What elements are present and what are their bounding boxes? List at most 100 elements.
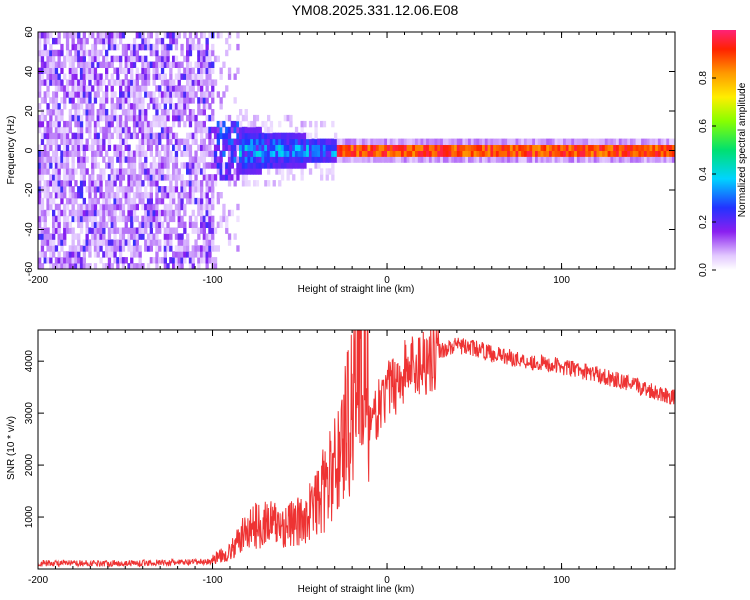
spectrogram-cell [82, 203, 86, 211]
spectrogram-cell [146, 233, 151, 240]
spectrogram-cell [459, 156, 463, 163]
spectrogram-cell [46, 227, 50, 234]
spectrogram-cell [152, 49, 156, 57]
spectrogram-cell [158, 257, 162, 264]
y-tick-label: 4000 [24, 350, 35, 373]
spectrogram-cell [116, 67, 120, 74]
spectrogram-cell [163, 263, 167, 269]
spectrogram-cell [65, 132, 70, 140]
spectrogram-cell [197, 97, 201, 104]
spectrogram-cell [63, 192, 67, 199]
spectrogram-cell [183, 192, 187, 199]
spectrogram-cell [119, 114, 123, 122]
spectrogram-cell [88, 192, 92, 199]
spectrogram-cell [91, 186, 95, 193]
spectrogram-cell [91, 221, 95, 228]
spectrogram-cell [82, 61, 86, 68]
spectrogram-cell [116, 55, 120, 63]
spectrogram-cell [191, 180, 195, 187]
spectrogram-cell [655, 144, 659, 151]
spectrogram-cell [57, 144, 61, 151]
spectrogram-cell [663, 138, 667, 145]
spectrogram-cell [141, 150, 145, 157]
spectrogram-cell [141, 120, 145, 128]
spectrogram-cell [146, 239, 151, 246]
spectrogram-cell [71, 215, 75, 223]
spectrogram-cell [331, 168, 335, 175]
spectrogram-cell [652, 144, 656, 151]
spectrogram-cell [49, 257, 53, 264]
spectrogram-cell [138, 114, 142, 122]
spectrogram-cell [200, 138, 204, 145]
spectrogram-cell [571, 156, 575, 163]
spectrogram-cell [77, 203, 81, 211]
spectrogram-cell [127, 85, 131, 92]
spectrogram-cell [158, 227, 162, 234]
spectrogram-cell [297, 150, 301, 157]
spectrogram-cell [124, 156, 128, 163]
spectrogram-cell [146, 132, 151, 140]
spectrogram-cell [188, 197, 193, 205]
spectrogram-cell [482, 144, 486, 151]
spectrogram-cell [186, 91, 190, 98]
spectrogram-cell [387, 138, 391, 145]
spectrogram-cell [579, 138, 583, 145]
spectrogram-cell [43, 233, 47, 240]
spectrogram-cell [82, 97, 86, 104]
spectrogram-cell [191, 257, 195, 264]
spectrogram-cell [119, 174, 123, 181]
spectrogram-cell [241, 132, 246, 140]
spectrogram-cell [163, 162, 167, 169]
spectrogram-cell [127, 144, 131, 151]
spectrogram-cell [77, 233, 81, 240]
spectrogram-cell [68, 209, 72, 217]
spectrogram-cell [38, 79, 42, 86]
spectrogram-cell [79, 174, 84, 181]
spectrogram-cell [398, 150, 402, 157]
spectrogram-cell [85, 203, 89, 211]
spectrogram-cell [188, 114, 193, 122]
spectrogram-cell [99, 85, 103, 92]
spectrogram-cell [113, 126, 117, 134]
spectrogram-cell [135, 174, 139, 181]
spectrogram-cell [264, 126, 268, 134]
spectrogram-cell [202, 251, 206, 258]
spectrogram-cell [308, 132, 313, 140]
spectrogram-cell [163, 209, 167, 217]
spectrogram-cell [132, 91, 137, 98]
spectrogram-cell [158, 73, 162, 80]
spectrogram-cell [130, 73, 134, 80]
spectrogram-cell [113, 251, 117, 258]
spectrogram-cell [85, 37, 89, 45]
spectrogram-cell [46, 67, 50, 74]
spectrogram-cell [124, 85, 128, 92]
spectrogram-cell [135, 263, 139, 269]
spectrogram-cell [127, 263, 131, 269]
spectrogram-cell [146, 245, 151, 252]
spectrogram-cell [280, 144, 285, 151]
spectrogram-cell [96, 150, 100, 157]
spectrogram-cell [124, 215, 128, 223]
spectrogram-cell [280, 138, 285, 145]
spectrogram-cell [437, 138, 441, 145]
spectrogram-cell [253, 156, 257, 163]
spectrogram-cell [71, 132, 75, 140]
spectrogram-cell [113, 245, 117, 252]
spectrogram-cell [484, 144, 489, 151]
spectrogram-cell [166, 239, 170, 246]
spectrogram-cell [571, 138, 575, 145]
spectrogram-cell [643, 144, 648, 151]
spectrogram-cell [121, 227, 126, 234]
spectrogram-cell [554, 144, 558, 151]
spectrogram-cell [624, 138, 628, 145]
spectrogram-cell [79, 49, 84, 57]
spectrogram-cell [219, 97, 223, 104]
spectrogram-cell [225, 144, 229, 151]
spectrogram-cell [130, 49, 134, 57]
spectrogram-cell [163, 114, 167, 122]
spectrogram-cell [132, 209, 137, 217]
spectrogram-cell [85, 209, 89, 217]
spectrogram-cell [286, 168, 290, 175]
snr-x-label: Height of straight line (km) [298, 584, 415, 595]
spectrogram-cell [216, 120, 220, 128]
